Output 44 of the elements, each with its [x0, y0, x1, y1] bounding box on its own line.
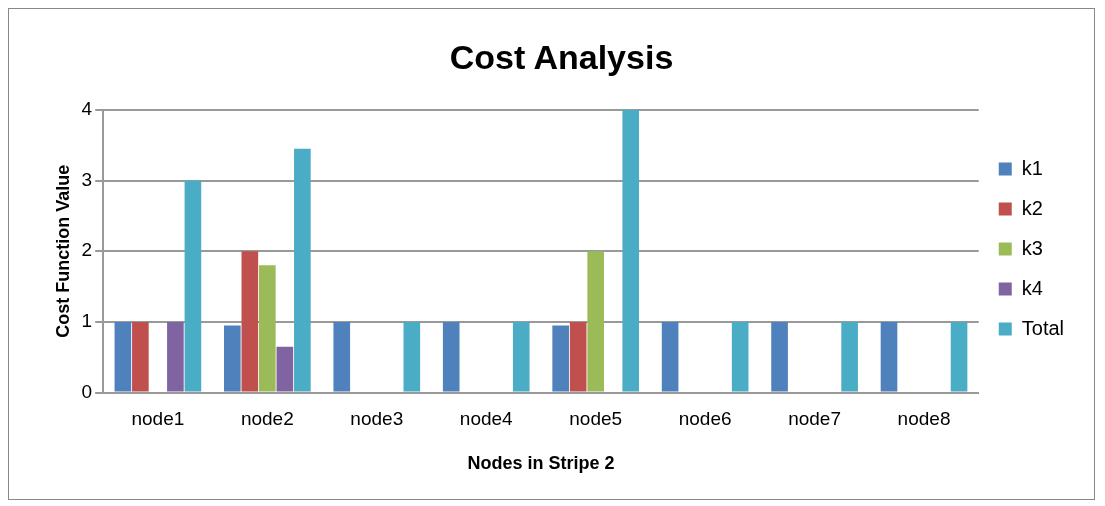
bar	[552, 325, 569, 392]
bar	[132, 321, 149, 392]
y-tick-label: 2	[81, 239, 93, 261]
bar	[403, 321, 421, 392]
y-tick-label: 4	[81, 98, 93, 120]
legend-label: Total	[1021, 316, 1064, 339]
legend-label: k1	[1021, 156, 1043, 179]
y-tick-label: 3	[81, 168, 93, 190]
x-tick-label: node6	[678, 408, 732, 430]
bar	[167, 321, 184, 392]
x-tick-label: node2	[240, 408, 294, 430]
x-tick-label: node3	[350, 408, 404, 430]
bar	[241, 251, 259, 392]
y-tick-label: 0	[81, 380, 93, 402]
chart-title: Cost Analysis	[449, 37, 674, 76]
bar	[771, 321, 788, 392]
y-tick-label: 1	[81, 310, 93, 332]
bar	[224, 325, 241, 392]
bar	[276, 346, 294, 392]
x-tick-label: node1	[131, 408, 185, 430]
legend-label: k2	[1021, 196, 1043, 219]
legend-label: k4	[1021, 276, 1043, 299]
bar	[114, 321, 132, 392]
x-tick-label: node7	[788, 408, 841, 430]
x-tick-label: node5	[569, 408, 623, 430]
bar	[661, 321, 679, 392]
y-axis-title: Cost Function Value	[52, 164, 73, 338]
bar	[512, 321, 530, 392]
bar	[442, 321, 460, 392]
x-axis-title: Nodes in Stripe 2	[467, 453, 615, 474]
bar	[294, 148, 311, 392]
bar	[950, 321, 968, 392]
bar	[184, 180, 202, 392]
bar	[587, 251, 604, 392]
bar	[259, 265, 276, 392]
bar	[880, 321, 898, 392]
bar	[841, 321, 858, 392]
x-tick-label: node8	[897, 408, 951, 430]
bar	[731, 321, 749, 392]
bar	[569, 321, 587, 392]
x-tick-label: node4	[459, 408, 514, 430]
bar	[622, 109, 640, 392]
bar	[333, 321, 351, 392]
legend-label: k3	[1021, 236, 1043, 259]
